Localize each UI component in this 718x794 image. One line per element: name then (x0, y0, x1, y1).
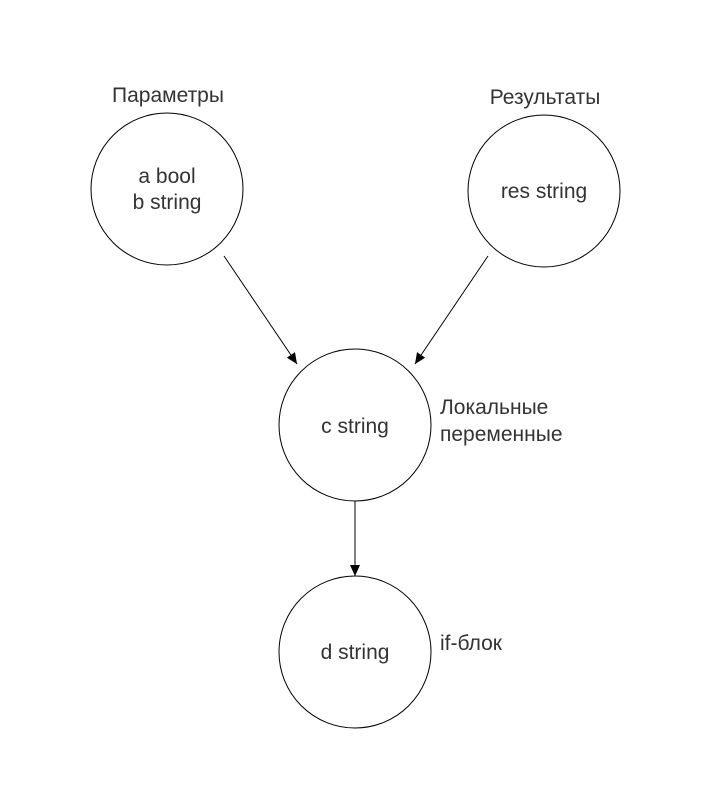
ifblock-caption: if-блок (440, 632, 503, 655)
ifblock-line-1: d string (321, 641, 390, 664)
node-params: Параметры a bool b string (90, 84, 244, 266)
node-ifblock: d string if-блок (278, 575, 503, 729)
node-locals: c string Локальные переменные (278, 348, 563, 502)
locals-line-1: c string (321, 415, 389, 438)
locals-caption-line-1: Локальные (440, 396, 548, 419)
results-line-1: res string (501, 180, 587, 203)
results-caption: Результаты (490, 86, 601, 109)
params-circle (90, 112, 244, 266)
params-caption: Параметры (112, 84, 224, 107)
params-line-1: a bool (138, 165, 195, 188)
ifblock-circle (278, 575, 432, 729)
node-results: Результаты res string (467, 86, 621, 268)
locals-circle (278, 348, 432, 502)
results-circle (467, 114, 621, 268)
edge-params-to-locals (223, 255, 298, 365)
params-line-2: b string (133, 191, 202, 214)
locals-caption-line-2: переменные (440, 423, 563, 446)
edge-results-to-locals (414, 255, 489, 365)
